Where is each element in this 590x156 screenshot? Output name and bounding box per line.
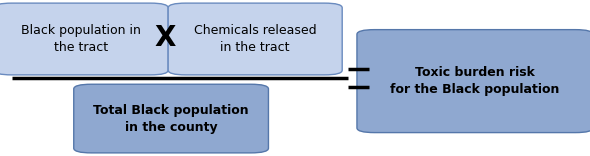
Text: X: X [155,24,176,52]
FancyBboxPatch shape [74,84,268,153]
Text: Chemicals released
in the tract: Chemicals released in the tract [194,24,316,54]
Text: Toxic burden risk
for the Black population: Toxic burden risk for the Black populati… [390,66,560,96]
Text: Black population in
the tract: Black population in the tract [21,24,141,54]
FancyBboxPatch shape [0,3,168,75]
FancyBboxPatch shape [168,3,342,75]
FancyBboxPatch shape [357,30,590,133]
Text: Total Black population
in the county: Total Black population in the county [93,104,249,134]
